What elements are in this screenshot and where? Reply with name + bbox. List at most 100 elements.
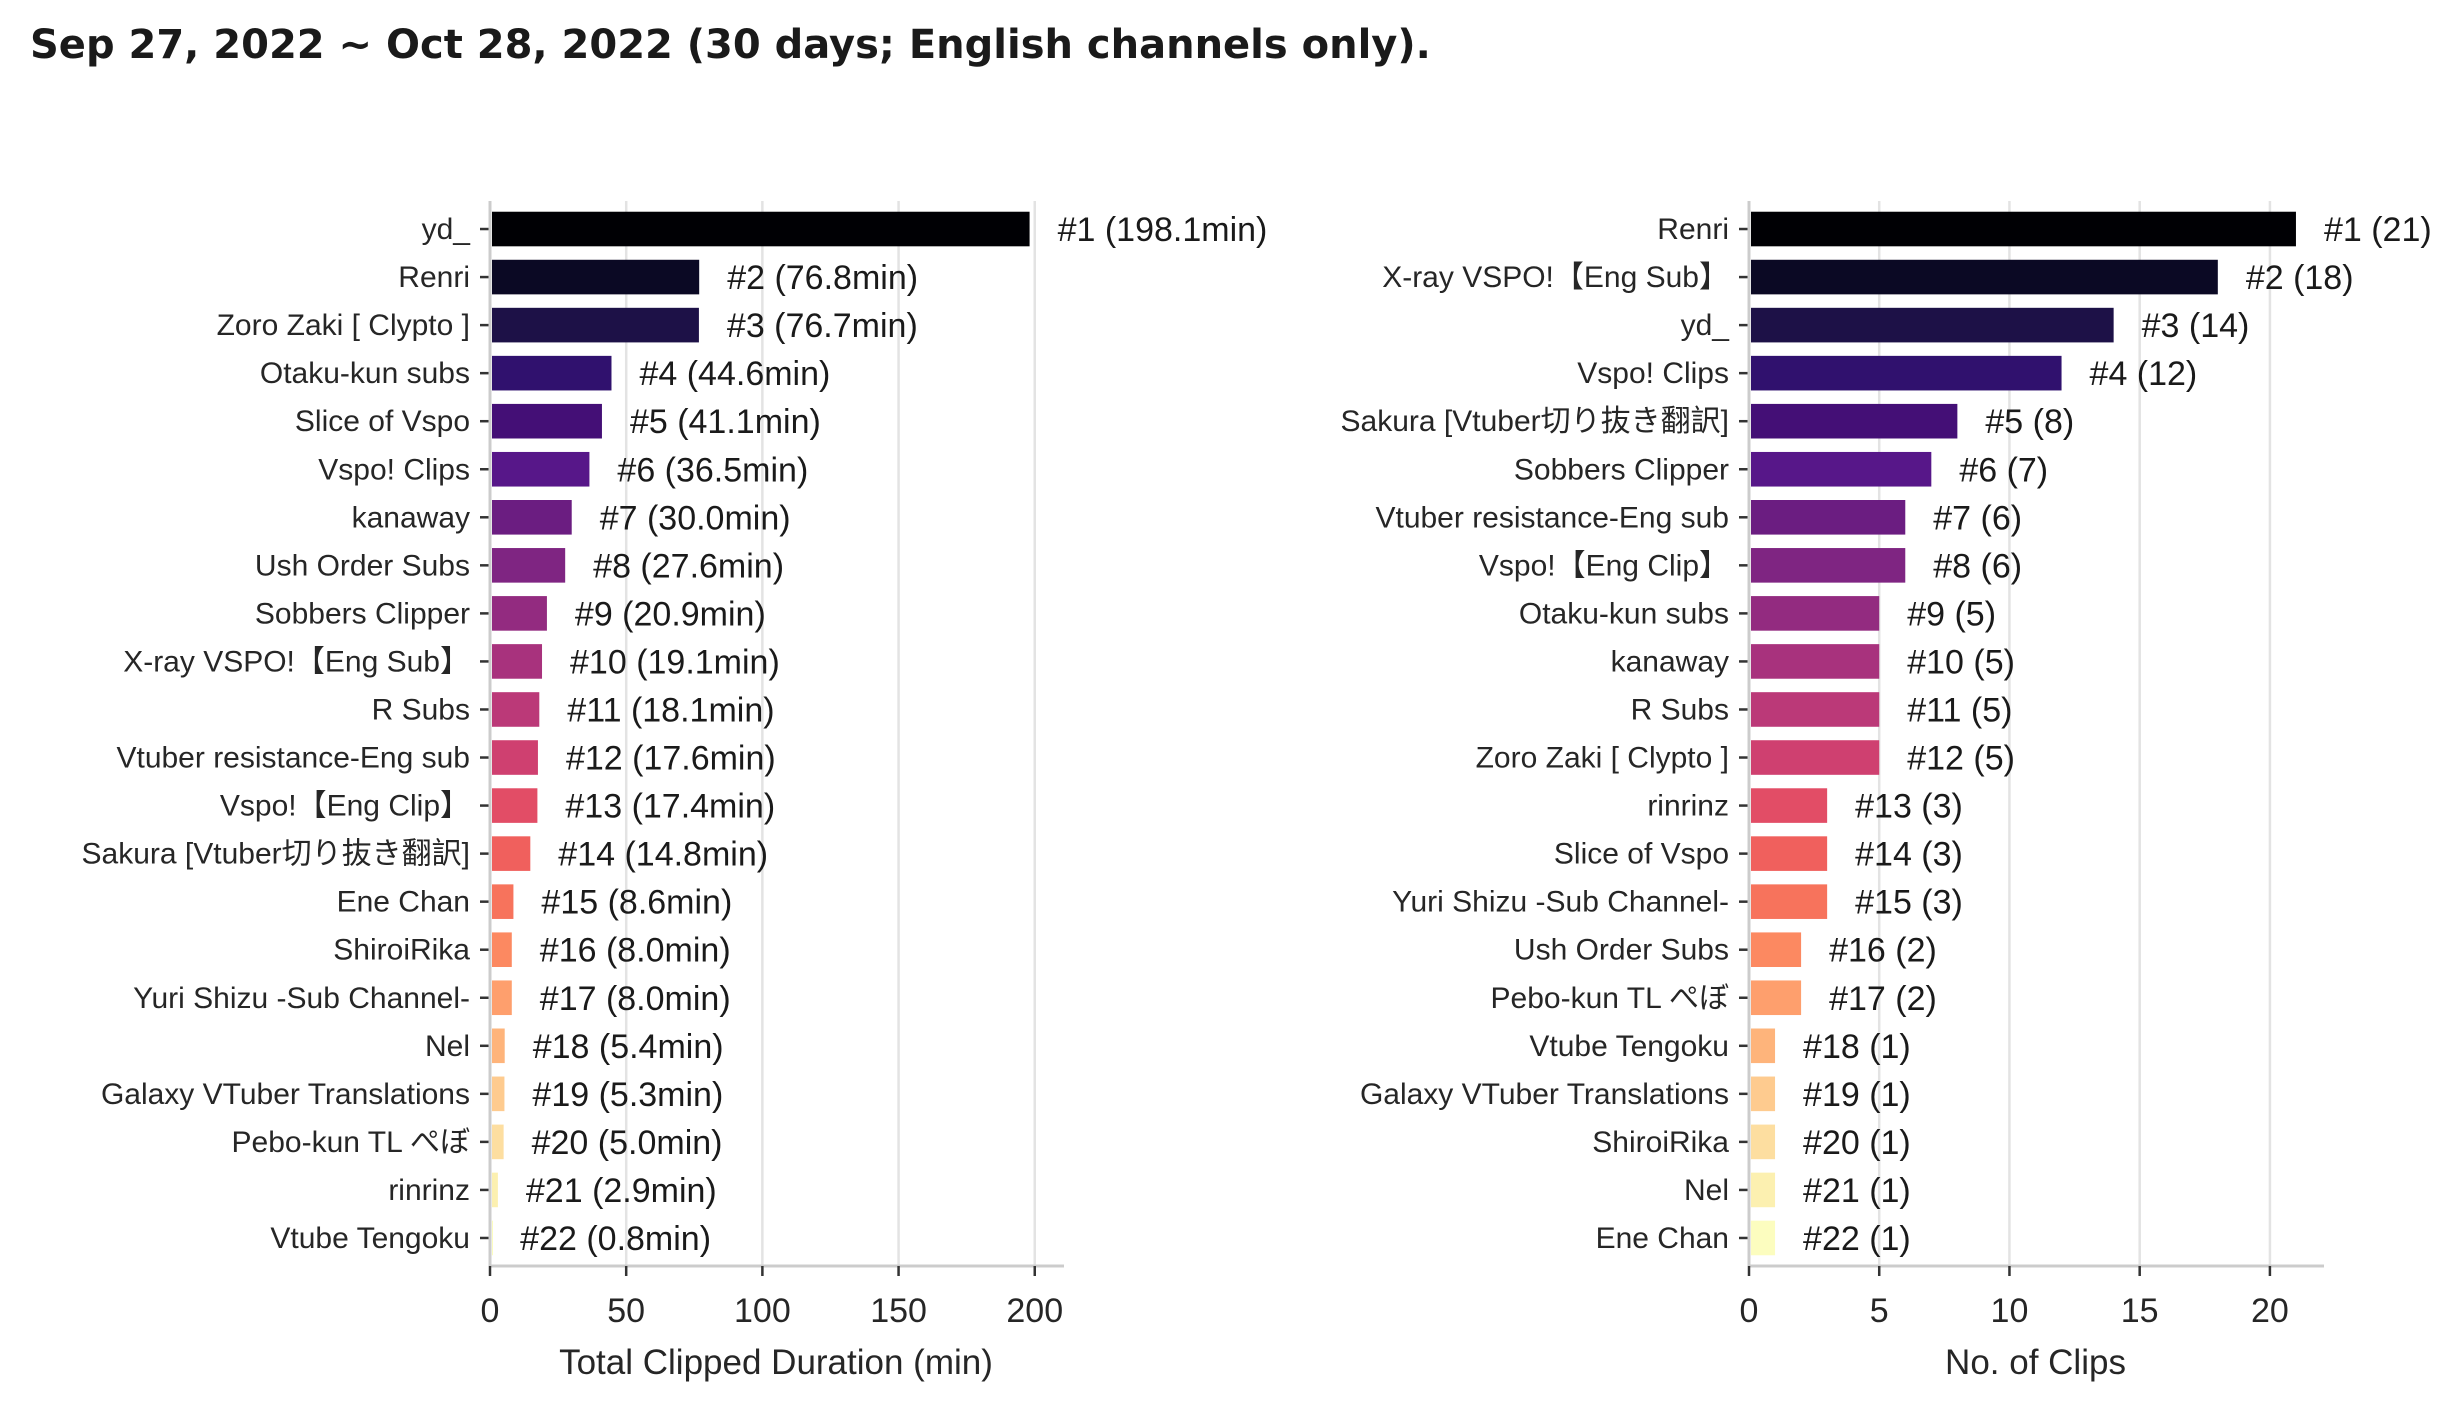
data-label: #16 (2)	[1829, 932, 1937, 970]
x-tick-label: 0	[481, 1292, 500, 1330]
bar	[492, 499, 572, 535]
bar	[492, 740, 538, 775]
bar	[492, 355, 612, 391]
data-label: #9 (20.9min)	[575, 595, 766, 633]
data-label: #13 (3)	[1855, 788, 1963, 826]
data-label: #22 (0.8min)	[520, 1220, 711, 1258]
category-label: ShiroiRika	[333, 934, 470, 967]
bar	[492, 307, 699, 343]
category-label: Vspo!【Eng Clip】	[220, 790, 470, 823]
category-label: Vtube Tengoku	[270, 1222, 470, 1255]
bar	[1751, 548, 1906, 583]
bar	[492, 884, 514, 919]
category-label: X-ray VSPO!【Eng Sub】	[1382, 261, 1729, 294]
category-label: Slice of Vspo	[295, 405, 470, 438]
category-label: Pebo-kun TL ぺぼ	[232, 1126, 470, 1159]
category-label: Nel	[1684, 1174, 1729, 1207]
category-label: Zoro Zaki [ Clypto ]	[217, 309, 470, 342]
category-label: Ene Chan	[337, 886, 470, 919]
data-label: #5 (8)	[1985, 403, 2074, 441]
data-label: #8 (6)	[1933, 547, 2022, 585]
data-label: #20 (5.0min)	[532, 1124, 723, 1162]
bar	[1751, 1124, 1776, 1160]
category-label: Sakura [Vtuber切り抜き翻訳]	[1341, 405, 1729, 438]
category-label: Galaxy VTuber Translations	[101, 1078, 470, 1111]
data-label: #14 (3)	[1855, 836, 1963, 874]
data-label: #6 (7)	[1959, 451, 2048, 489]
bar	[1751, 884, 1828, 919]
data-label: #11 (18.1min)	[567, 691, 774, 729]
bar	[1751, 596, 1880, 631]
data-label: #17 (2)	[1829, 980, 1937, 1018]
category-label: X-ray VSPO!【Eng Sub】	[123, 645, 470, 678]
category-label: Sobbers Clipper	[255, 597, 470, 630]
category-label: kanaway	[1611, 645, 1729, 678]
bar	[492, 1076, 505, 1112]
data-label: #19 (5.3min)	[532, 1076, 723, 1114]
data-label: #15 (3)	[1855, 884, 1963, 922]
bar	[1751, 932, 1802, 968]
bar	[1751, 644, 1880, 679]
data-label: #3 (14)	[2142, 307, 2250, 345]
category-label: yd_	[1681, 309, 1731, 342]
duration-chart: yd_ #1 (198.1min) Renri #2 (76.8min) Zoro Za…	[82, 201, 1268, 1382]
category-label: Vtuber resistance-Eng sub	[1375, 501, 1729, 534]
category-label: Otaku-kun subs	[260, 357, 470, 390]
x-tick-label: 5	[1870, 1292, 1889, 1330]
x-tick-label: 150	[870, 1292, 927, 1330]
bar	[492, 451, 590, 487]
data-label: #12 (5)	[1907, 740, 2015, 778]
data-label: #18 (1)	[1803, 1028, 1911, 1066]
category-label: Vtube Tengoku	[1529, 1030, 1729, 1063]
category-label: rinrinz	[1647, 790, 1729, 823]
category-label: Ush Order Subs	[1514, 934, 1729, 967]
bar	[492, 1172, 498, 1208]
data-label: #2 (76.8min)	[727, 259, 918, 297]
bar	[1751, 740, 1880, 775]
category-label: yd_	[422, 213, 472, 246]
bar	[492, 259, 700, 295]
category-label: Otaku-kun subs	[1519, 597, 1729, 630]
category-label: Galaxy VTuber Translations	[1360, 1078, 1729, 1111]
clips-count-chart: Renri #1 (21) X-ray VSPO!【Eng Sub】 #2 (18) y…	[1341, 201, 2432, 1382]
x-axis-label: Total Clipped Duration (min)	[559, 1343, 993, 1382]
category-label: kanaway	[352, 501, 470, 534]
data-label: #13 (17.4min)	[565, 788, 775, 826]
bar	[1751, 1172, 1776, 1208]
bar	[492, 596, 547, 631]
bar	[1751, 499, 1906, 535]
category-label: Vspo! Clips	[318, 453, 470, 486]
category-label: Pebo-kun TL ぺぼ	[1491, 982, 1729, 1015]
x-tick-label: 200	[1006, 1292, 1063, 1330]
data-label: #11 (5)	[1907, 691, 2012, 729]
data-label: #19 (1)	[1803, 1076, 1911, 1114]
data-label: #5 (41.1min)	[630, 403, 821, 441]
data-label: #9 (5)	[1907, 595, 1996, 633]
bar	[492, 1028, 505, 1064]
x-axis-label: No. of Clips	[1945, 1343, 2126, 1382]
bar	[492, 788, 538, 823]
data-label: #7 (6)	[1933, 499, 2022, 537]
data-label: #2 (18)	[2246, 259, 2354, 297]
data-label: #1 (198.1min)	[1058, 211, 1268, 249]
bar	[1751, 211, 2296, 247]
data-label: #12 (17.6min)	[566, 740, 776, 778]
category-label: R Subs	[1631, 693, 1729, 726]
bar	[1751, 980, 1802, 1016]
category-label: Ene Chan	[1596, 1222, 1729, 1255]
bar	[1751, 836, 1828, 871]
category-label: Vtuber resistance-Eng sub	[116, 742, 470, 775]
category-label: ShiroiRika	[1592, 1126, 1729, 1159]
x-tick-label: 15	[2121, 1292, 2159, 1330]
category-label: Renri	[1657, 213, 1729, 246]
bar	[1751, 307, 2114, 343]
data-label: #8 (27.6min)	[593, 547, 784, 585]
data-label: #20 (1)	[1803, 1124, 1911, 1162]
data-label: #21 (1)	[1803, 1172, 1911, 1210]
data-label: #21 (2.9min)	[526, 1172, 717, 1210]
category-label: Sakura [Vtuber切り抜き翻訳]	[82, 838, 470, 871]
category-label: Vspo!【Eng Clip】	[1479, 549, 1729, 582]
bar	[1751, 1220, 1776, 1256]
bar	[492, 403, 602, 439]
